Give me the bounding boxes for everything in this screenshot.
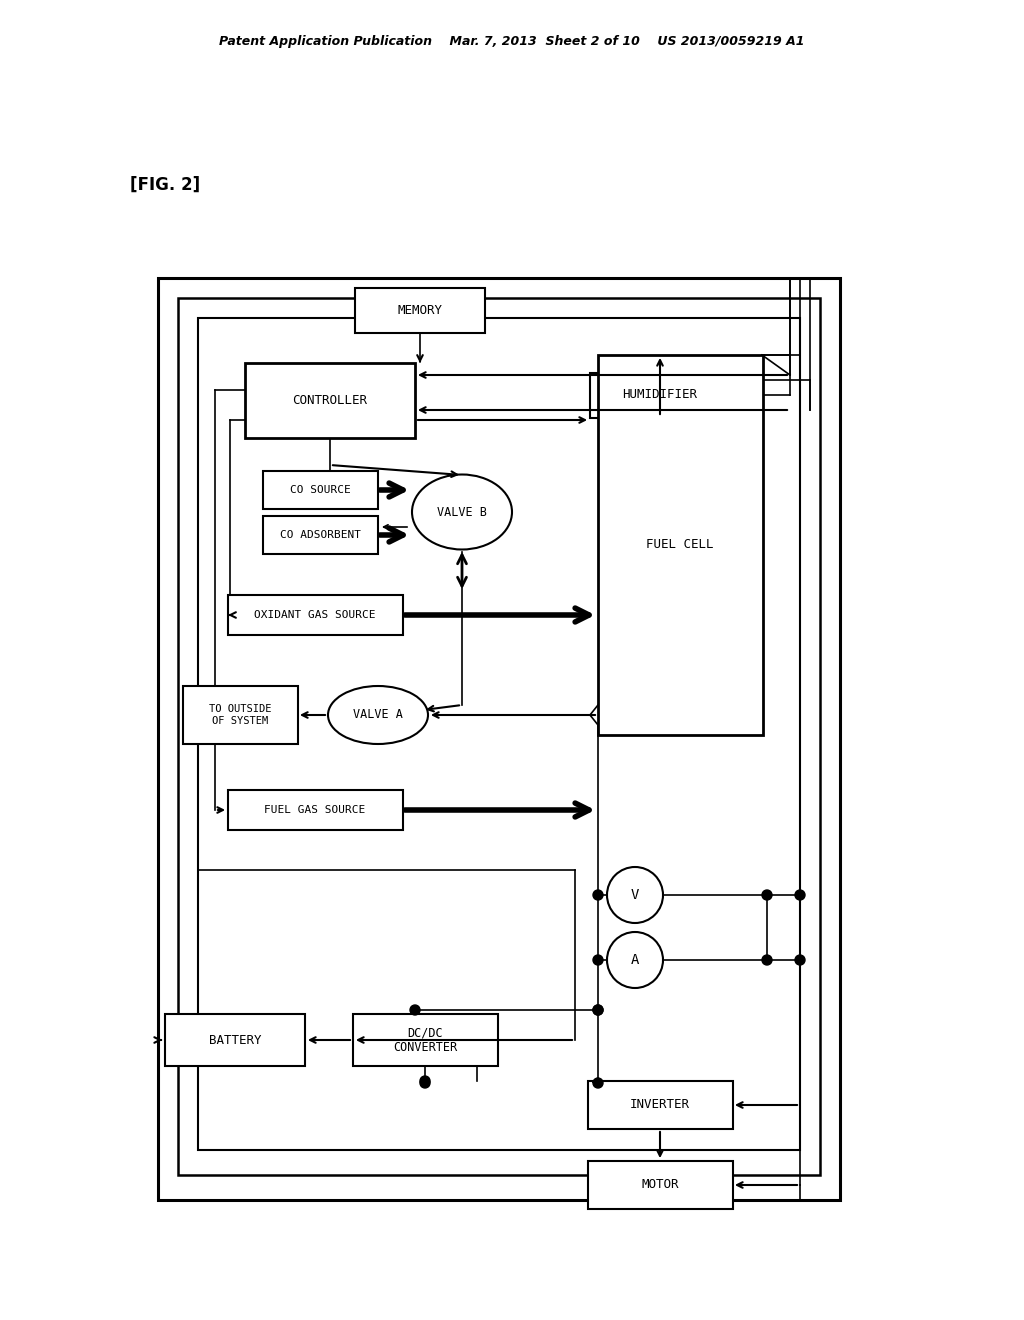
Text: VALVE B: VALVE B [437, 506, 487, 519]
FancyBboxPatch shape [597, 355, 763, 735]
Circle shape [762, 890, 772, 900]
FancyBboxPatch shape [227, 789, 402, 830]
Text: A: A [631, 953, 639, 968]
Circle shape [795, 890, 805, 900]
FancyBboxPatch shape [590, 372, 730, 417]
Ellipse shape [412, 474, 512, 549]
Text: CO SOURCE: CO SOURCE [290, 484, 350, 495]
FancyBboxPatch shape [355, 288, 485, 333]
FancyBboxPatch shape [262, 471, 378, 510]
Circle shape [593, 954, 603, 965]
Text: HUMIDIFIER: HUMIDIFIER [623, 388, 697, 401]
Text: FUEL CELL: FUEL CELL [646, 539, 714, 552]
Bar [198, 318, 800, 1150]
FancyBboxPatch shape [588, 1162, 732, 1209]
FancyBboxPatch shape [588, 1081, 732, 1129]
Ellipse shape [328, 686, 428, 744]
Circle shape [410, 1005, 420, 1015]
Text: TO OUTSIDE
OF SYSTEM: TO OUTSIDE OF SYSTEM [209, 704, 271, 726]
Text: MOTOR: MOTOR [641, 1179, 679, 1192]
FancyBboxPatch shape [182, 686, 298, 744]
Ellipse shape [607, 867, 663, 923]
Text: CO ADSORBENT: CO ADSORBENT [280, 531, 360, 540]
Text: MEMORY: MEMORY [397, 304, 442, 317]
Text: BATTERY: BATTERY [209, 1034, 261, 1047]
Text: DC/DC
CONVERTER: DC/DC CONVERTER [393, 1026, 457, 1053]
Circle shape [420, 1076, 430, 1086]
Circle shape [593, 1078, 603, 1088]
Bar [178, 298, 820, 1175]
Text: [FIG. 2]: [FIG. 2] [130, 176, 200, 194]
FancyBboxPatch shape [262, 516, 378, 554]
Bar [158, 279, 840, 1200]
FancyBboxPatch shape [245, 363, 415, 437]
Circle shape [420, 1078, 430, 1088]
Text: VALVE A: VALVE A [353, 709, 402, 722]
Circle shape [762, 954, 772, 965]
FancyBboxPatch shape [227, 595, 402, 635]
Circle shape [593, 1005, 603, 1015]
Circle shape [593, 890, 603, 900]
Text: V: V [631, 888, 639, 902]
Circle shape [795, 954, 805, 965]
Text: OXIDANT GAS SOURCE: OXIDANT GAS SOURCE [254, 610, 376, 620]
Ellipse shape [607, 932, 663, 987]
Circle shape [593, 1005, 603, 1015]
Text: FUEL GAS SOURCE: FUEL GAS SOURCE [264, 805, 366, 814]
Text: CONTROLLER: CONTROLLER [293, 393, 368, 407]
Text: INVERTER: INVERTER [630, 1098, 690, 1111]
FancyBboxPatch shape [165, 1014, 305, 1067]
FancyBboxPatch shape [352, 1014, 498, 1067]
Text: Patent Application Publication    Mar. 7, 2013  Sheet 2 of 10    US 2013/0059219: Patent Application Publication Mar. 7, 2… [219, 36, 805, 49]
